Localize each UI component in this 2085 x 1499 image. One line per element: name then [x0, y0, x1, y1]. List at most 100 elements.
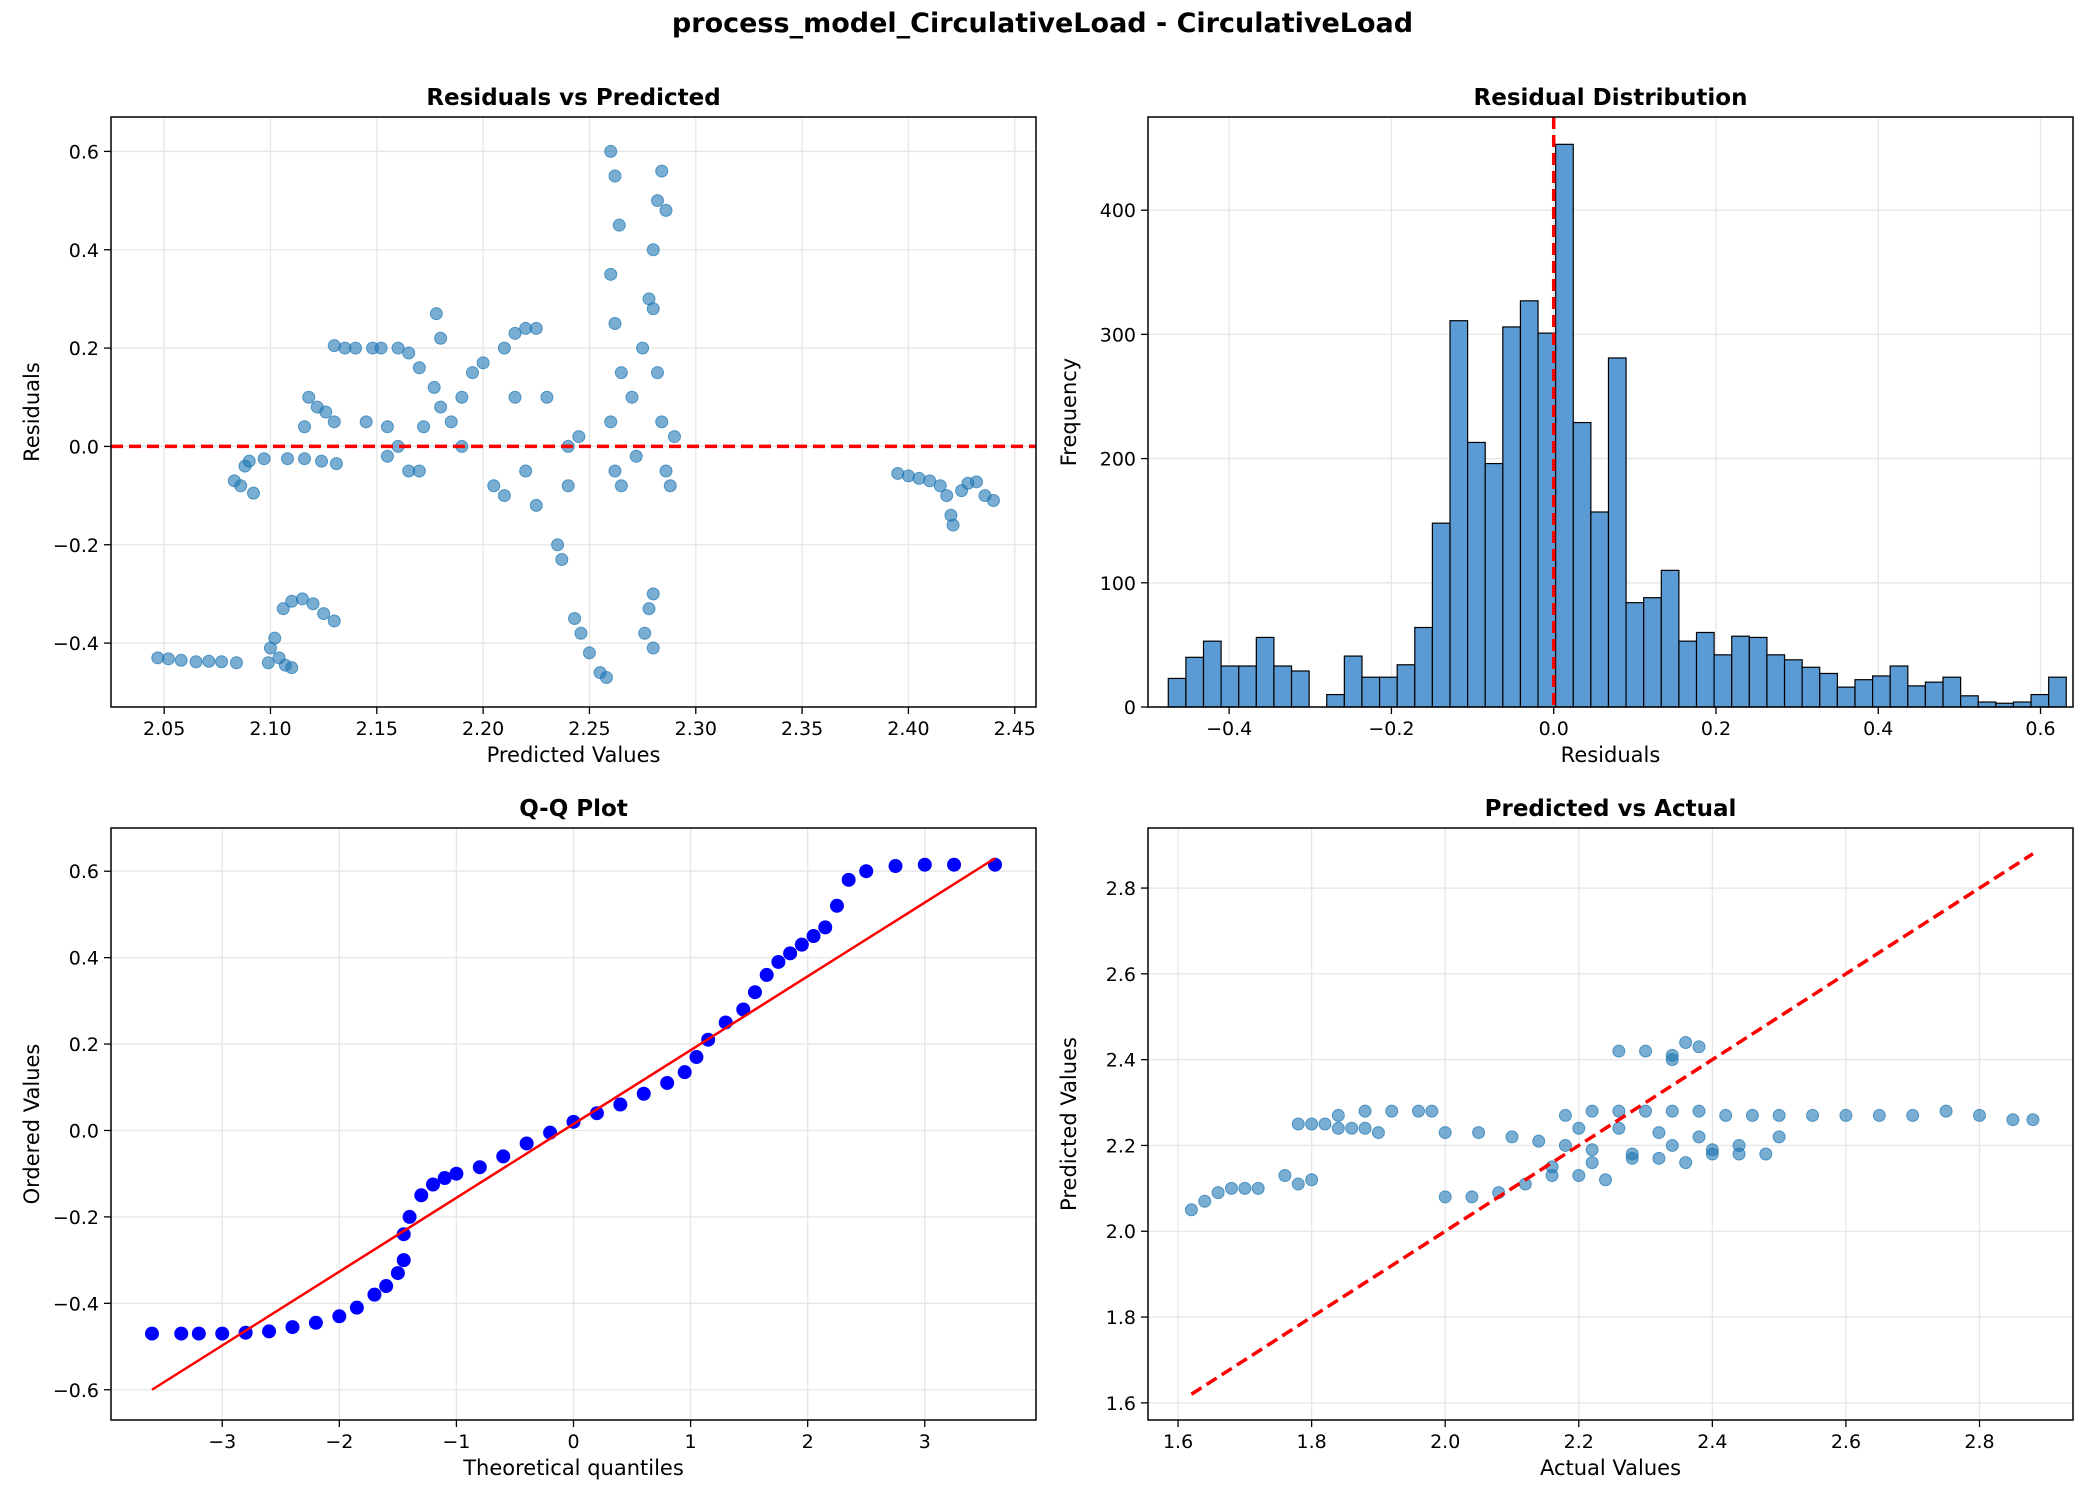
- scatter-point: [1438, 1190, 1452, 1204]
- scatter-point: [234, 479, 248, 493]
- scatter-point: [1251, 1181, 1265, 1195]
- scatter-point: [434, 331, 448, 345]
- scatter-point: [1745, 1108, 1759, 1122]
- y-tick-label: −0.4: [53, 633, 99, 655]
- scatter-point: [568, 612, 582, 625]
- qq-point: [285, 1320, 300, 1335]
- x-tick-label: 2: [802, 1431, 814, 1453]
- qq-point: [747, 985, 762, 1000]
- figure-title: process_model_CirculativeLoad - Circulat…: [671, 8, 1414, 39]
- x-tick-label: 2.2: [1564, 1431, 1594, 1453]
- panel-residual-distribution: −0.4 −0.2 0.0 0.2 0.4 0.6 0 100 200 300 400 Residua…: [1057, 85, 2074, 767]
- scatter-point: [412, 464, 426, 478]
- histogram-bar: [1643, 597, 1662, 708]
- scatter-point: [659, 203, 673, 217]
- scatter-point: [1939, 1104, 1953, 1118]
- qq-point: [783, 946, 798, 961]
- scatter-point: [608, 317, 622, 330]
- scatter-point: [923, 474, 937, 488]
- scatter-point: [1679, 1035, 1693, 1049]
- scatter-point: [229, 656, 243, 670]
- panel-title: Q-Q Plot: [519, 796, 628, 822]
- scatter-point: [434, 400, 448, 414]
- y-axis-label: Ordered Values: [20, 1044, 44, 1205]
- scatter-point: [465, 366, 479, 380]
- scatter-point: [1371, 1126, 1385, 1140]
- scatter-point: [1305, 1117, 1319, 1131]
- histogram-bar: [1731, 635, 1750, 708]
- y-tick-label: 2.2: [1106, 1135, 1136, 1157]
- histogram-bar: [1361, 676, 1381, 708]
- histogram-bar: [1378, 676, 1398, 708]
- axes-frame: [1147, 116, 2074, 708]
- scatter-point: [417, 420, 431, 434]
- histogram-bar: [1484, 462, 1504, 708]
- scatter-point: [455, 390, 469, 404]
- x-tick-label: 1: [685, 1431, 697, 1453]
- scatter-point: [625, 390, 639, 404]
- histogram-bar: [1555, 143, 1574, 708]
- scatter-point: [1972, 1108, 1986, 1122]
- scatter-point: [161, 652, 175, 666]
- scatter-point: [276, 602, 290, 616]
- scatter-point: [1585, 1143, 1599, 1157]
- scatter-point: [1639, 1044, 1653, 1058]
- histogram-bar: [1326, 693, 1345, 708]
- scatter-point: [497, 489, 511, 503]
- scatter-point: [1625, 1147, 1639, 1161]
- x-axis-label: Theoretical quantiles: [462, 1456, 684, 1480]
- qq-point: [613, 1097, 628, 1112]
- histogram-bar: [2030, 693, 2050, 708]
- x-axis-label: Residuals: [1561, 743, 1661, 767]
- histogram-bar: [1467, 441, 1486, 708]
- x-tick-label: 0: [567, 1431, 579, 1453]
- scatter-point: [257, 452, 271, 466]
- scatter-point: [582, 646, 596, 660]
- scatter-point: [1425, 1104, 1439, 1118]
- qq-point: [519, 1136, 534, 1151]
- scatter-point: [298, 420, 312, 434]
- scatter-point: [315, 454, 329, 468]
- x-tick-label: −0.2: [1368, 718, 1414, 740]
- qq-point: [496, 1149, 511, 1164]
- histogram-bar: [1748, 636, 1768, 708]
- scatter-point: [1438, 1126, 1452, 1140]
- scatter-point: [940, 489, 954, 503]
- scatter-point: [508, 390, 522, 404]
- x-tick-label: 2.35: [781, 718, 823, 740]
- scatter-point: [476, 356, 490, 370]
- scatter-point: [487, 479, 501, 493]
- scatter-point: [574, 626, 588, 640]
- qq-point: [806, 929, 821, 944]
- qq-point: [660, 1075, 675, 1090]
- scatter-point: [302, 390, 316, 404]
- qq-point: [859, 864, 874, 879]
- qq-point: [437, 1171, 452, 1186]
- scatter-point: [174, 653, 188, 667]
- scatter-point: [295, 592, 309, 606]
- scatter-point: [608, 169, 622, 183]
- scatter-point: [1705, 1143, 1719, 1157]
- scatter-point: [1224, 1181, 1238, 1195]
- histogram-bar: [1185, 656, 1205, 708]
- y-tick-label: 1.6: [1106, 1393, 1136, 1415]
- qq-point: [636, 1086, 651, 1101]
- histogram-bar: [1449, 320, 1469, 708]
- qq-point: [818, 920, 833, 935]
- scatter-point: [1318, 1117, 1332, 1131]
- histogram-bar: [1502, 326, 1522, 708]
- scatter-point: [444, 415, 458, 429]
- scatter-point: [359, 415, 373, 429]
- y-tick-label: 100: [1100, 573, 1136, 595]
- scatter-point: [306, 597, 320, 611]
- scatter-point: [604, 415, 618, 429]
- histogram-bar: [1255, 636, 1275, 708]
- scatter-point: [969, 475, 983, 489]
- scatter-point: [1291, 1117, 1305, 1131]
- y-tick-label: 200: [1100, 449, 1136, 471]
- scatter-point: [599, 671, 613, 684]
- qq-point: [379, 1279, 394, 1294]
- histogram-bar: [1220, 665, 1240, 708]
- histogram-bar: [1572, 421, 1592, 708]
